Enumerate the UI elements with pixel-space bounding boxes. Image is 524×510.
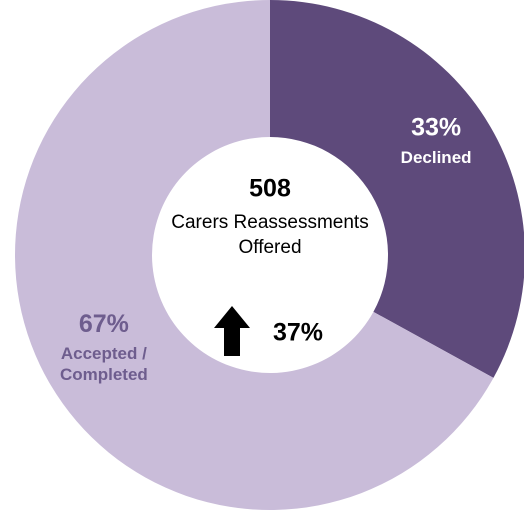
donut-segment xyxy=(15,0,494,510)
center-value: 508 xyxy=(249,175,291,203)
category-label: Declined xyxy=(400,147,472,167)
donut-segment xyxy=(270,0,524,378)
up-arrow xyxy=(214,306,250,356)
value-label: 33% xyxy=(411,113,461,141)
category-label: Accepted / Completed xyxy=(59,344,148,385)
change-label: 37% xyxy=(273,319,323,347)
value-label: 67% xyxy=(79,310,129,338)
center-label: Carers Reassessments Offered xyxy=(171,212,369,258)
